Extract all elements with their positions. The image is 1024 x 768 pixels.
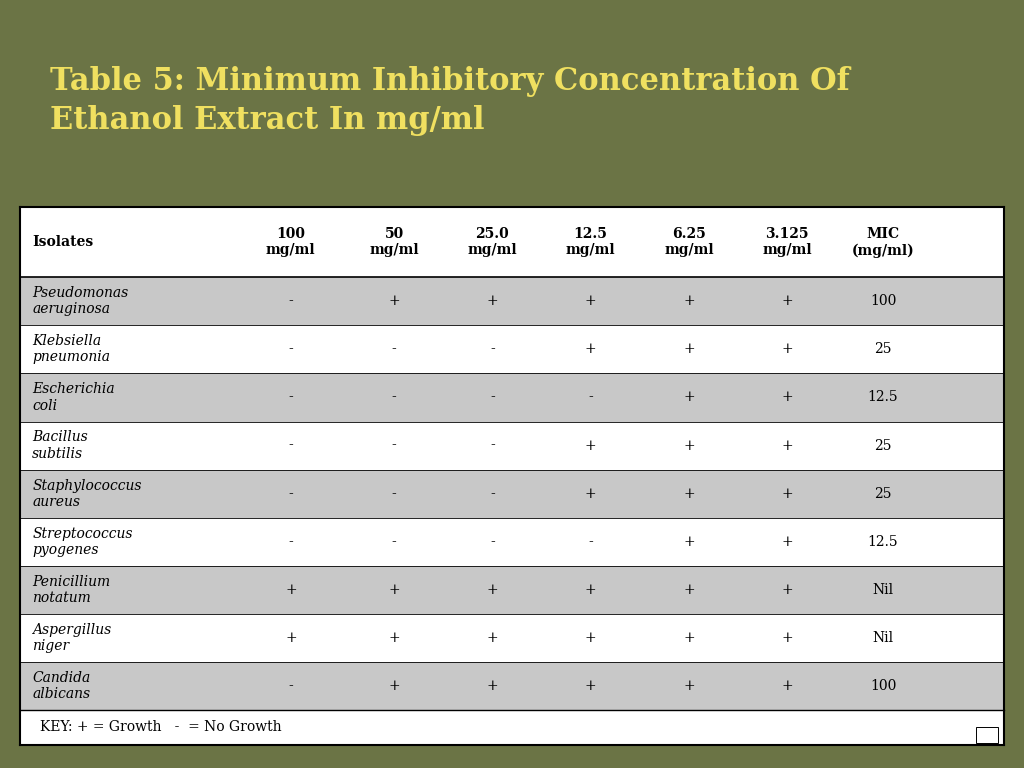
- Bar: [20, 277, 1004, 326]
- Bar: [20, 614, 1004, 662]
- Text: +: +: [388, 679, 399, 693]
- Text: 12.5: 12.5: [867, 535, 898, 548]
- Text: Candida
albicans: Candida albicans: [33, 671, 90, 701]
- Text: 100: 100: [870, 294, 896, 308]
- Text: Klebsiella
pneumonia: Klebsiella pneumonia: [33, 334, 111, 365]
- Text: 6.25
mg/ml: 6.25 mg/ml: [665, 227, 714, 257]
- Text: 12.5: 12.5: [867, 390, 898, 405]
- Text: -: -: [391, 390, 396, 405]
- Text: 12.5
mg/ml: 12.5 mg/ml: [566, 227, 615, 257]
- Text: +: +: [781, 679, 793, 693]
- Text: +: +: [585, 583, 596, 597]
- Bar: [20, 566, 1004, 614]
- Text: -: -: [489, 343, 495, 356]
- Text: +: +: [781, 390, 793, 405]
- Text: Streptococcus
pyogenes: Streptococcus pyogenes: [33, 527, 133, 557]
- Text: 100
mg/ml: 100 mg/ml: [266, 227, 315, 257]
- Text: +: +: [388, 583, 399, 597]
- Text: -: -: [588, 535, 593, 548]
- Text: +: +: [781, 439, 793, 452]
- Text: +: +: [388, 294, 399, 308]
- Text: +: +: [781, 294, 793, 308]
- Text: -: -: [489, 535, 495, 548]
- Text: MIC
(mg/ml): MIC (mg/ml): [852, 227, 914, 257]
- Text: Staphylococcus
aureus: Staphylococcus aureus: [33, 478, 141, 508]
- Text: -: -: [391, 487, 396, 501]
- Text: -: -: [289, 343, 293, 356]
- Text: +: +: [781, 583, 793, 597]
- Text: Isolates: Isolates: [33, 235, 93, 250]
- Bar: [20, 518, 1004, 566]
- Text: 25.0
mg/ml: 25.0 mg/ml: [468, 227, 517, 257]
- Text: Penicillium
notatum: Penicillium notatum: [33, 574, 111, 605]
- Text: Nil: Nil: [872, 583, 894, 597]
- Text: +: +: [683, 535, 694, 548]
- Text: +: +: [683, 583, 694, 597]
- Text: +: +: [486, 679, 498, 693]
- Text: +: +: [388, 631, 399, 645]
- Text: -: -: [289, 439, 293, 452]
- Text: +: +: [585, 487, 596, 501]
- Text: Aspergillus
niger: Aspergillus niger: [33, 623, 112, 653]
- Text: -: -: [289, 390, 293, 405]
- Text: +: +: [683, 390, 694, 405]
- Text: -: -: [489, 390, 495, 405]
- Text: Nil: Nil: [872, 631, 894, 645]
- Text: -: -: [489, 439, 495, 452]
- Text: +: +: [781, 631, 793, 645]
- Bar: [20, 422, 1004, 469]
- Bar: [20, 207, 1004, 277]
- Text: KEY: + = Growth   -  = No Growth: KEY: + = Growth - = No Growth: [40, 720, 282, 734]
- Text: +: +: [683, 439, 694, 452]
- Text: Table 5: Minimum Inhibitory Concentration Of
Ethanol Extract In mg/ml: Table 5: Minimum Inhibitory Concentratio…: [50, 66, 850, 136]
- Text: 3.125
mg/ml: 3.125 mg/ml: [763, 227, 812, 257]
- Text: 50
mg/ml: 50 mg/ml: [370, 227, 419, 257]
- Text: +: +: [781, 487, 793, 501]
- Text: Bacillus
subtilis: Bacillus subtilis: [33, 430, 88, 461]
- Text: -: -: [289, 679, 293, 693]
- Text: +: +: [486, 294, 498, 308]
- Bar: [20, 373, 1004, 422]
- Bar: [976, 727, 997, 743]
- Text: Escherichia
coli: Escherichia coli: [33, 382, 115, 412]
- Text: +: +: [683, 487, 694, 501]
- Text: 100: 100: [870, 679, 896, 693]
- Text: -: -: [489, 487, 495, 501]
- Text: -: -: [391, 343, 396, 356]
- Text: -: -: [289, 535, 293, 548]
- Text: Pseudomonas
aeruginosa: Pseudomonas aeruginosa: [33, 286, 129, 316]
- Text: -: -: [289, 487, 293, 501]
- Text: +: +: [781, 535, 793, 548]
- Text: +: +: [585, 631, 596, 645]
- Text: +: +: [486, 631, 498, 645]
- Text: +: +: [585, 343, 596, 356]
- Text: +: +: [683, 343, 694, 356]
- Text: +: +: [585, 294, 596, 308]
- Bar: [20, 326, 1004, 373]
- Bar: [20, 710, 1004, 745]
- Text: -: -: [391, 535, 396, 548]
- Text: +: +: [585, 679, 596, 693]
- Text: -: -: [391, 439, 396, 452]
- Text: 25: 25: [874, 487, 892, 501]
- Text: +: +: [585, 439, 596, 452]
- Text: +: +: [683, 631, 694, 645]
- Text: +: +: [285, 583, 297, 597]
- Text: 25: 25: [874, 343, 892, 356]
- Bar: [20, 662, 1004, 710]
- Text: +: +: [486, 583, 498, 597]
- Text: 25: 25: [874, 439, 892, 452]
- Text: +: +: [285, 631, 297, 645]
- Text: +: +: [683, 294, 694, 308]
- Text: -: -: [289, 294, 293, 308]
- Bar: [20, 469, 1004, 518]
- Text: -: -: [588, 390, 593, 405]
- Text: +: +: [781, 343, 793, 356]
- Text: +: +: [683, 679, 694, 693]
